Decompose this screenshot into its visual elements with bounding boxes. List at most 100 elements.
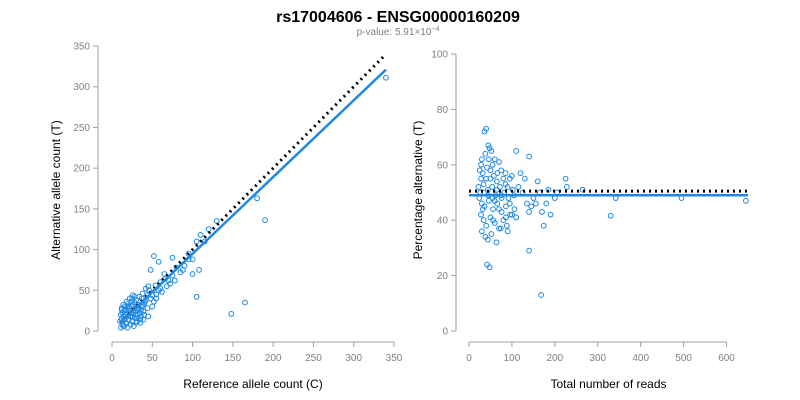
data-point <box>526 208 532 215</box>
data-point <box>485 142 492 149</box>
x-axis-label: Total number of reads <box>550 377 666 391</box>
data-point <box>489 161 496 168</box>
data-point <box>496 206 502 213</box>
data-point <box>193 238 200 245</box>
data-point <box>491 197 498 204</box>
y-tick-label: 20 <box>437 271 449 282</box>
fit-line <box>119 68 387 324</box>
data-point <box>383 74 389 81</box>
data-point <box>491 156 498 163</box>
data-point <box>486 264 493 271</box>
data-point <box>494 178 500 185</box>
x-tick-label: 300 <box>589 353 606 364</box>
data-point <box>153 291 160 298</box>
data-point <box>485 156 492 163</box>
data-point <box>526 153 532 160</box>
pvalue-prefix: p-value: 5.91 <box>357 27 415 38</box>
data-point <box>180 267 186 273</box>
data-point <box>524 200 530 207</box>
data-point <box>509 172 515 179</box>
x-tick-label: 0 <box>109 353 115 364</box>
data-point <box>139 290 146 297</box>
data-point <box>515 184 522 190</box>
data-point <box>534 178 541 185</box>
data-point <box>480 181 487 188</box>
data-point <box>484 164 490 171</box>
data-point <box>540 222 547 229</box>
data-point <box>478 175 484 182</box>
data-point <box>511 206 518 213</box>
data-point <box>513 214 520 221</box>
panel-allele-counts: 0 50 100 150 200 250 300 350 0 50 100 150 200 250 300 3… <box>49 42 403 392</box>
data-point <box>496 225 502 232</box>
data-point <box>488 148 495 154</box>
data-point <box>490 217 496 224</box>
x-tick-label: 350 <box>386 353 403 364</box>
data-point <box>147 295 154 302</box>
data-point <box>538 292 545 298</box>
data-point <box>213 218 220 224</box>
data-point <box>490 172 497 179</box>
data-point <box>482 150 489 157</box>
data-point <box>118 306 125 313</box>
y-tick-label: 250 <box>73 123 90 134</box>
data-point <box>150 253 157 259</box>
data-point <box>126 303 132 310</box>
pvalue-times: × <box>414 27 420 38</box>
y-tick-label: 60 <box>437 160 449 171</box>
data-point <box>254 195 260 202</box>
x-tick-label: 200 <box>265 353 282 364</box>
data-point <box>607 212 614 219</box>
x-tick-label: 150 <box>225 353 242 364</box>
data-point <box>153 295 160 302</box>
data-point <box>167 280 173 287</box>
y-axis-label: Alternative allele count (T) <box>49 120 63 259</box>
y-tick-label: 200 <box>73 164 90 175</box>
data-point <box>494 170 501 177</box>
data-point <box>496 159 502 165</box>
data-point <box>262 217 268 224</box>
data-point <box>242 299 248 306</box>
data-point <box>127 321 134 328</box>
data-point <box>500 175 507 182</box>
data-point <box>526 247 532 254</box>
data-point <box>507 211 514 218</box>
data-point <box>503 203 509 210</box>
data-point <box>169 254 176 261</box>
data-point <box>155 258 162 265</box>
pvalue-base: 10 <box>420 27 432 38</box>
y-tick-label: 40 <box>437 216 449 227</box>
data-point <box>479 206 486 213</box>
data-point <box>478 211 484 218</box>
data-point <box>133 319 140 326</box>
data-point <box>146 287 152 294</box>
x-tick-label: 500 <box>675 353 692 364</box>
y-tick-label: 0 <box>442 327 448 338</box>
data-point <box>228 311 235 317</box>
y-tick-label: 100 <box>73 245 90 256</box>
data-point <box>528 203 535 210</box>
data-point <box>504 228 511 235</box>
data-point <box>483 222 490 229</box>
data-point <box>126 316 132 323</box>
data-point <box>497 225 504 232</box>
x-tick-label: 200 <box>547 353 564 364</box>
data-point <box>123 320 130 327</box>
data-point <box>119 310 126 316</box>
y-tick-label: 80 <box>437 105 449 116</box>
x-tick-label: 100 <box>504 353 521 364</box>
data-point <box>193 293 200 300</box>
data-point <box>476 167 483 174</box>
data-point <box>480 217 487 224</box>
data-point <box>539 208 545 215</box>
data-point <box>120 302 127 308</box>
data-point <box>498 167 505 174</box>
data-point <box>121 303 128 310</box>
data-point <box>128 298 135 305</box>
data-point <box>126 295 133 302</box>
data-point <box>504 184 511 190</box>
data-point <box>478 161 484 168</box>
panel-percentage-alternative: 0 100 200 300 400 500 600 0 20 40 60 80 100 Total num… <box>411 50 749 391</box>
data-point <box>483 125 490 132</box>
